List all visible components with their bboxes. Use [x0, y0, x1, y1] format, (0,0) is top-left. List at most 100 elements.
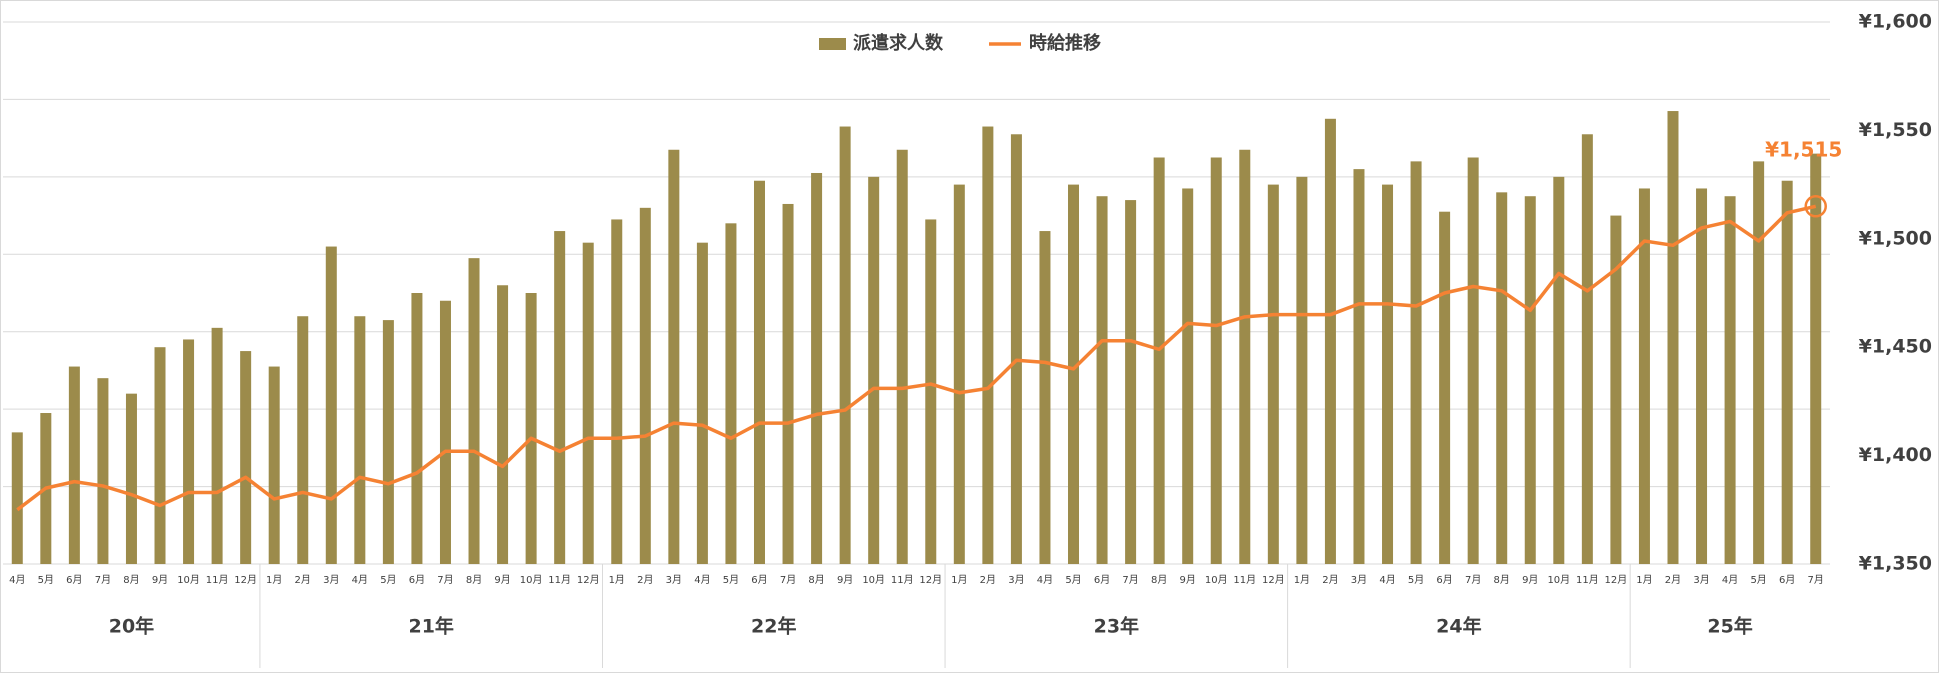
bar [1610, 215, 1622, 565]
bar [1638, 188, 1650, 564]
x-tick-label: 10月 [1205, 574, 1228, 586]
bar [1496, 192, 1508, 565]
bar [582, 242, 594, 564]
x-tick-label: 10月 [1547, 574, 1570, 586]
data-label: ¥1,515 [1765, 138, 1842, 162]
bar [468, 258, 480, 564]
x-tick-label: 4月 [1037, 574, 1053, 586]
x-tick-label: 2月 [980, 574, 996, 586]
point-highlight [1804, 195, 1827, 218]
bar [1439, 211, 1451, 564]
bar [1239, 149, 1251, 564]
x-tick-label: 9月 [494, 574, 510, 586]
x-tick-label: 4月 [352, 574, 368, 586]
x-group-label: 20年 [109, 615, 154, 638]
x-tick-label: 9月 [152, 574, 168, 586]
bar [1210, 157, 1222, 564]
y2-tick-label: ¥1,600 [1859, 11, 1932, 33]
x-tick-label: 7月 [1465, 574, 1481, 586]
x-tick-label: 5月 [380, 574, 396, 586]
x-tick-label: 10月 [520, 574, 543, 586]
y2-tick-label: ¥1,550 [1859, 119, 1932, 141]
line [16, 204, 1817, 512]
bar [925, 219, 937, 564]
bar [1724, 196, 1736, 564]
bar [611, 219, 623, 564]
bar [297, 316, 309, 564]
x-tick-label: 10月 [177, 574, 200, 586]
y2-tick-label: ¥1,450 [1859, 336, 1932, 358]
x-tick-label: 2月 [1322, 574, 1338, 586]
x-tick-label: 1月 [1636, 574, 1652, 586]
x-group-label: 23年 [1094, 615, 1139, 638]
x-tick-label: 1月 [266, 574, 282, 586]
bar [1810, 153, 1822, 564]
bar [639, 207, 651, 565]
bar [183, 339, 195, 564]
x-tick-label: 7月 [95, 574, 111, 586]
x-tick-label: 12月 [1262, 574, 1285, 586]
bar [1696, 188, 1708, 564]
bar [439, 300, 451, 564]
bar [953, 184, 965, 564]
x-tick-label: 8月 [808, 574, 824, 586]
x-tick-label: 8月 [1494, 574, 1510, 586]
bar [1581, 134, 1593, 564]
bar [1410, 161, 1422, 564]
x-tick-label: 7月 [780, 574, 796, 586]
bar [1096, 196, 1108, 564]
bar [354, 316, 366, 564]
bar [497, 285, 509, 564]
x-tick-label: 1月 [951, 574, 967, 586]
x-tick-label: 11月 [1576, 574, 1599, 586]
bar [240, 351, 252, 564]
x-tick-label: 6月 [1094, 574, 1110, 586]
bar [1296, 176, 1308, 564]
bar [696, 242, 708, 564]
bar [1068, 184, 1080, 564]
legend-label: 派遣求人数 [853, 32, 944, 54]
bar [1524, 196, 1536, 564]
x-tick-label: 3月 [1008, 574, 1024, 586]
bar [1324, 118, 1336, 565]
bar [868, 176, 880, 564]
x-tick-label: 11月 [548, 574, 571, 586]
bar [1382, 184, 1394, 564]
x-tick-label: 7月 [1808, 574, 1824, 586]
bar [125, 393, 137, 564]
x-tick-label: 7月 [1122, 574, 1138, 586]
x-tick-label: 3月 [323, 574, 339, 586]
x-tick-label: 6月 [409, 574, 425, 586]
bar [1267, 184, 1279, 564]
bar [1010, 134, 1022, 564]
x-tick-label: 4月 [1722, 574, 1738, 586]
x-tick-label: 5月 [1408, 574, 1424, 586]
y2-tick-label: ¥1,500 [1859, 227, 1932, 249]
bar [1182, 188, 1194, 564]
x-tick-label: 8月 [466, 574, 482, 586]
bar [1753, 161, 1765, 564]
y2-tick-label: ¥1,400 [1859, 444, 1932, 466]
bar [1039, 231, 1051, 565]
x-tick-label: 10月 [862, 574, 885, 586]
x-tick-label: 11月 [891, 574, 914, 586]
legend-swatch [819, 38, 846, 50]
bar [753, 180, 765, 564]
x-tick-label: 3月 [666, 574, 682, 586]
x-tick-label: 5月 [1750, 574, 1766, 586]
x-group-label: 25年 [1707, 615, 1752, 638]
legend-label: 時給推移 [1029, 32, 1101, 54]
x-tick-label: 4月 [694, 574, 710, 586]
x-tick-label: 8月 [123, 574, 139, 586]
bar [782, 203, 794, 564]
bar [1781, 180, 1793, 564]
x-tick-label: 6月 [751, 574, 767, 586]
bar [839, 126, 851, 565]
x-tick-label: 1月 [1294, 574, 1310, 586]
x-tick-label: 3月 [1693, 574, 1709, 586]
bar [1125, 200, 1137, 565]
x-tick-label: 5月 [723, 574, 739, 586]
x-tick-label: 12月 [234, 574, 257, 586]
x-tick-label: 2月 [637, 574, 653, 586]
